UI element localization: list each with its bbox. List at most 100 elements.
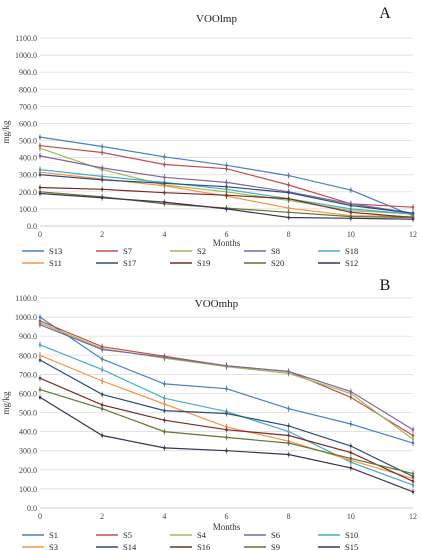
data-point-s16 [287,434,290,437]
data-point-s8 [100,166,104,170]
data-point-s12 [411,217,415,221]
data-point-s14 [225,412,228,415]
data-point-s1 [411,441,415,445]
data-point-s10 [163,396,166,400]
x-tick-label: 0 [38,512,42,521]
data-point-s7 [411,205,415,209]
y-tick-label: 100.0 [19,485,37,494]
legend-label-s8: S8 [271,246,280,256]
data-point-s3 [100,379,104,383]
data-point-s17 [287,191,290,194]
data-point-s19 [100,187,104,191]
data-point-s9 [100,407,104,411]
x-tick-label: 12 [409,512,417,521]
data-point-s13 [349,188,353,192]
y-tick-label: 600.0 [19,389,37,398]
data-point-s12 [100,196,104,200]
data-point-s15 [38,395,42,399]
legend-label-s3: S3 [49,542,58,550]
y-tick-label: 300.0 [19,447,37,456]
data-point-s6 [349,390,353,393]
y-tick-label: 600.0 [19,119,37,128]
y-tick-label: 1000.0 [15,313,37,322]
x-tick-label: 8 [287,230,291,239]
y-tick-label: 800.0 [19,85,37,94]
data-point-s16 [100,403,104,407]
legend-label-s1: S1 [49,530,58,540]
data-point-s13 [38,135,42,139]
y-tick-label: 200.0 [19,188,37,197]
y-tick-label: 1000.0 [15,51,37,60]
y-tick-label: 1100.0 [15,34,37,43]
data-point-s9 [38,388,42,391]
panel-letter: A [379,5,391,22]
y-tick-label: 500.0 [19,409,37,418]
x-tick-label: 12 [409,230,417,239]
x-tick-label: 10 [347,230,355,239]
y-tick-label: 700.0 [19,370,37,379]
data-point-s12 [349,217,353,220]
data-point-s16 [163,418,166,422]
data-point-s16 [225,428,228,432]
data-point-s19 [287,197,290,200]
data-point-s15 [349,466,353,470]
data-point-s6 [100,348,104,351]
data-point-s16 [411,479,415,483]
data-point-s9 [225,436,228,439]
x-tick-label: 10 [347,512,355,521]
data-point-s6 [287,370,290,373]
data-point-s7 [163,163,166,166]
legend-label-s13: S13 [49,246,62,256]
legend-label-s6: S6 [271,530,280,540]
chart-title: VOOlmp [196,13,237,25]
x-tick-label: 4 [162,512,166,521]
data-point-s15 [287,453,290,456]
x-tick-label: 0 [38,230,42,239]
y-tick-label: 900.0 [19,68,37,77]
data-point-s14 [287,424,290,428]
y-tick-label: 200.0 [19,466,37,475]
data-point-s12 [287,216,290,219]
data-point-s8 [38,154,42,158]
panel-letter: B [380,277,391,294]
data-point-s13 [225,164,228,167]
data-point-s5 [349,395,353,399]
data-point-s9 [287,441,290,445]
data-point-s7 [287,183,290,187]
legend-label-s16: S16 [197,542,210,550]
data-point-s16 [38,376,42,380]
data-point-s17 [225,185,228,188]
y-tick-label: 300.0 [19,171,37,180]
data-point-s19 [163,191,166,194]
data-point-s14 [38,358,42,362]
y-tick-label: 700.0 [19,102,37,111]
data-point-s12 [225,207,228,211]
legend-label-s15: S15 [345,542,358,550]
legend-label-s7: S7 [123,246,132,256]
data-point-s10 [287,430,290,433]
y-tick-label: 500.0 [19,137,37,146]
data-point-s10 [411,483,415,487]
legend-label-s9: S9 [271,542,280,550]
x-tick-label: 6 [225,512,229,521]
y-tick-label: 400.0 [19,154,37,163]
panel-a: 0.0100.0200.0300.0400.0500.0600.0700.080… [1,5,417,268]
data-point-s1 [100,357,104,361]
data-point-s9 [349,457,353,460]
data-point-s4 [411,437,415,441]
data-point-s10 [100,368,104,371]
x-tick-label: 2 [100,230,104,239]
y-tick-label: 0.0 [27,504,37,513]
data-point-s13 [100,145,104,148]
legend-label-s4: S4 [197,530,207,540]
legend-label-s5: S5 [123,530,132,540]
data-point-s18 [349,207,353,211]
panel-b: 0.0100.0200.0300.0400.0500.0600.0700.080… [1,277,417,550]
data-point-s15 [225,449,228,453]
data-point-s15 [163,446,166,450]
legend-label-s2: S2 [197,246,206,256]
x-axis-label: Months [213,522,241,532]
x-tick-label: 4 [162,230,166,239]
